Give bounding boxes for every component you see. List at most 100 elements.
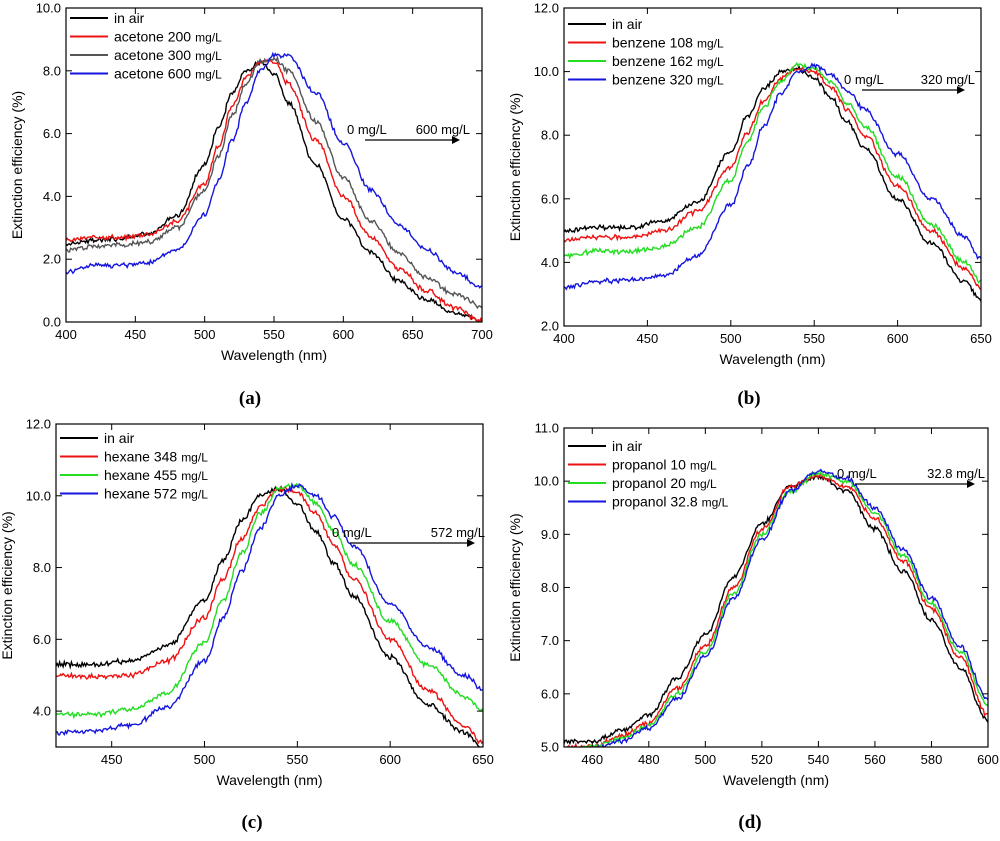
legend-name: in air xyxy=(612,438,643,454)
legend-entry: hexane 348 mg/L xyxy=(104,449,208,465)
y-tick-label: 8.0 xyxy=(33,560,51,575)
legend-entry: hexane 455 mg/L xyxy=(104,467,208,483)
series-group xyxy=(56,481,483,747)
x-tick-label: 600 xyxy=(379,752,401,767)
series-group xyxy=(564,61,981,302)
legend-name: hexane 455 xyxy=(104,467,177,483)
series-line-4 xyxy=(593,468,988,747)
legend-entry: in air xyxy=(114,10,145,26)
legend-unit: mg/L xyxy=(697,74,724,88)
y-tick-label: 10.0 xyxy=(36,1,61,16)
annotation-start-label: 0 mg/L xyxy=(347,122,387,137)
plot-frame xyxy=(55,423,484,748)
annotation-arrow-head xyxy=(452,136,460,144)
annotation-end-label: 32.8 mg/L xyxy=(927,466,985,481)
y-tick-label: 10.0 xyxy=(26,488,51,503)
legend-entry: in air xyxy=(104,430,135,446)
legend-name: acetone 300 xyxy=(114,47,191,63)
y-axis-label: Extinction efficiency (%) xyxy=(0,511,15,659)
series-line-1 xyxy=(564,65,981,302)
chart-panel-a: 400 450 500 550 600 650 700 0.0 2.0 4.0 6.0 8.0 10.0… xyxy=(9,1,493,410)
y-axis-label: Extinction efficiency (%) xyxy=(507,93,523,241)
x-tick-label: 450 xyxy=(124,327,146,342)
series-line-4 xyxy=(66,51,482,289)
legend-unit: mg/L xyxy=(690,459,717,473)
legend-name: in air xyxy=(104,430,135,446)
x-tick-label: 400 xyxy=(553,331,575,346)
x-tick-label: 650 xyxy=(472,752,494,767)
series-line-4 xyxy=(564,62,981,291)
legend-unit: mg/L xyxy=(181,451,208,465)
x-tick-label: 600 xyxy=(332,327,354,342)
series-line-1 xyxy=(564,473,988,746)
legend-name: acetone 600 xyxy=(114,66,191,82)
legend-unit: mg/L xyxy=(195,49,222,63)
annotation-start-label: 0 mg/L xyxy=(837,466,877,481)
annotation-arrow-head xyxy=(467,539,475,547)
annotation-start-label: 0 mg/L xyxy=(332,525,372,540)
series-line-3 xyxy=(56,482,483,720)
x-tick-label: 600 xyxy=(887,331,909,346)
x-tick-label: 550 xyxy=(286,752,308,767)
series-line-2 xyxy=(66,58,482,322)
y-tick-label: 8.0 xyxy=(541,128,559,143)
legend-unit: mg/L xyxy=(697,37,724,51)
legend-name: propanol 20 xyxy=(612,475,686,491)
legend-unit: mg/L xyxy=(697,55,724,69)
y-tick-label: 2.0 xyxy=(541,319,559,334)
legend-name: acetone 200 xyxy=(114,29,191,45)
legend-entry: benzene 320 mg/L xyxy=(612,72,724,88)
legend-entry: in air xyxy=(612,438,643,454)
x-tick-label: 550 xyxy=(263,327,285,342)
y-tick-label: 4.0 xyxy=(43,189,61,204)
legend-entry: propanol 32.8 mg/L xyxy=(612,494,729,510)
x-tick-label: 500 xyxy=(694,752,716,767)
legend-entry: propanol 20 mg/L xyxy=(612,475,717,491)
legend-entry: acetone 200 mg/L xyxy=(114,29,222,45)
x-tick-label: 580 xyxy=(921,752,943,767)
annotation-end-label: 572 mg/L xyxy=(431,525,485,540)
chart-panel-d: 460 480 500 520 540 560 580 600 5.0 6.0 7.0 8.0 9.0 1… xyxy=(507,421,999,834)
annotation-arrow-head xyxy=(957,86,965,94)
legend-unit: mg/L xyxy=(195,31,222,45)
legend-unit: mg/L xyxy=(181,488,208,502)
y-tick-label: 6.0 xyxy=(541,686,559,701)
x-tick-label: 560 xyxy=(864,752,886,767)
series-line-3 xyxy=(568,470,988,747)
x-tick-label: 500 xyxy=(720,331,742,346)
x-tick-label: 460 xyxy=(581,752,603,767)
plot-frame xyxy=(563,7,982,327)
x-tick-label: 700 xyxy=(471,327,493,342)
legend-name: propanol 32.8 xyxy=(612,494,698,510)
x-tick-label: 400 xyxy=(55,327,77,342)
x-tick-label: 650 xyxy=(970,331,992,346)
x-axis-label: Wavelength (nm) xyxy=(216,772,322,788)
y-tick-label: 6.0 xyxy=(33,632,51,647)
legend-entry: benzene 108 mg/L xyxy=(612,35,724,51)
y-tick-label: 8.0 xyxy=(541,580,559,595)
legend-unit: mg/L xyxy=(690,477,717,491)
legend-name: propanol 10 xyxy=(612,457,686,473)
y-tick-label: 12.0 xyxy=(26,417,51,432)
x-tick-label: 500 xyxy=(194,327,216,342)
y-axis-label: Extinction efficiency (%) xyxy=(9,91,25,239)
annotation-start-label: 0 mg/L xyxy=(844,72,884,87)
x-axis-label: Wavelength (nm) xyxy=(221,347,327,363)
legend-name: in air xyxy=(612,16,643,32)
y-tick-label: 10.0 xyxy=(534,474,559,489)
panel-caption: (a) xyxy=(239,388,261,409)
series-group xyxy=(564,468,988,747)
legend-name: benzene 162 xyxy=(612,53,693,69)
legend-entry: hexane 572 mg/L xyxy=(104,486,208,502)
y-tick-label: 4.0 xyxy=(541,255,559,270)
legend-entry: propanol 10 mg/L xyxy=(612,457,717,473)
series-line-3 xyxy=(564,61,981,284)
x-tick-label: 600 xyxy=(977,752,999,767)
x-tick-label: 540 xyxy=(808,752,830,767)
x-tick-label: 480 xyxy=(638,752,660,767)
series-group xyxy=(66,51,482,322)
annotation-end-label: 320 mg/L xyxy=(921,72,975,87)
panel-caption: (b) xyxy=(737,388,760,409)
x-axis-label: Wavelength (nm) xyxy=(719,351,825,367)
